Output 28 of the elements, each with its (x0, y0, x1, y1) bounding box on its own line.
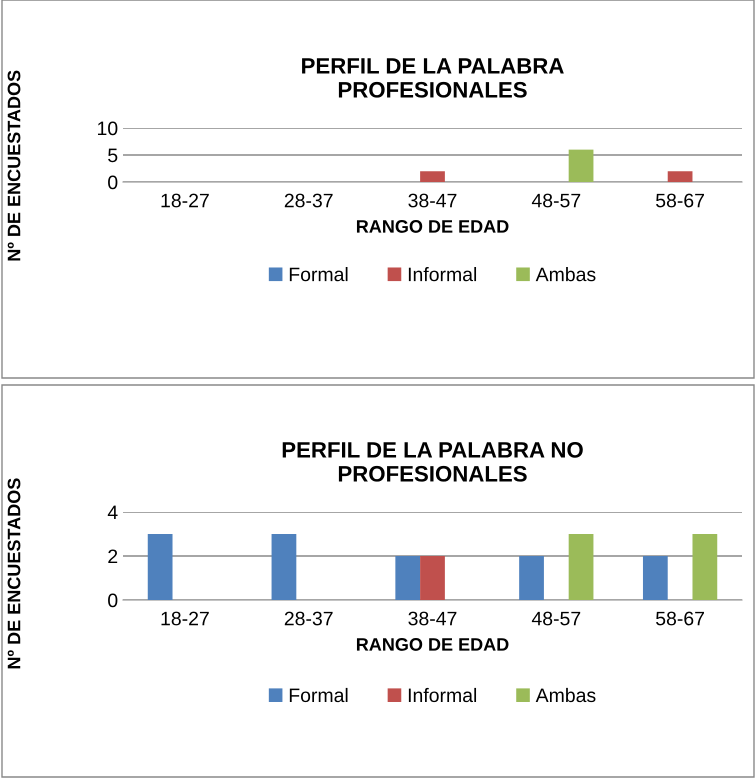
legend-label: Informal (408, 267, 476, 282)
x-tick-label: 58-67 (656, 194, 704, 208)
y-tick-label: 4 (108, 506, 118, 520)
chart-title: PERFIL DE LA PALABRA PROFESIONALES (302, 58, 564, 98)
legend-label: Ambas (536, 688, 596, 702)
legend-label: Informal (408, 688, 476, 702)
x-tick-label: 38-47 (408, 194, 456, 208)
chart-title: PERFIL DE LA PALABRA NO PROFESIONALES (282, 442, 583, 482)
y-tick-label: 2 (108, 549, 118, 564)
y-axis-title: Nº DE ENCUESTADOS (8, 478, 20, 668)
x-tick-label: 38-47 (408, 612, 456, 626)
y-tick-label: 5 (108, 148, 118, 162)
x-tick-label: 28-37 (284, 194, 333, 208)
x-tick-label: 58-67 (656, 612, 704, 626)
x-tick-label: 18-27 (162, 194, 209, 208)
x-tick-label: 18-27 (162, 612, 209, 626)
x-axis-title: RANGO DE EDAD (356, 638, 508, 651)
y-axis-title: Nº DE ENCUESTADOS (8, 70, 20, 261)
x-tick-label: 48-57 (532, 194, 580, 208)
legend-label: Formal (290, 267, 348, 282)
x-tick-label: 28-37 (284, 612, 333, 626)
x-axis-title: RANGO DE EDAD (356, 220, 508, 233)
x-tick-label: 48-57 (532, 612, 580, 626)
legend-label: Ambas (536, 267, 596, 282)
y-tick-label: 10 (98, 121, 118, 136)
y-tick-label: 0 (108, 593, 118, 608)
legend-label: Formal (290, 688, 348, 702)
y-tick-label: 0 (108, 175, 118, 190)
